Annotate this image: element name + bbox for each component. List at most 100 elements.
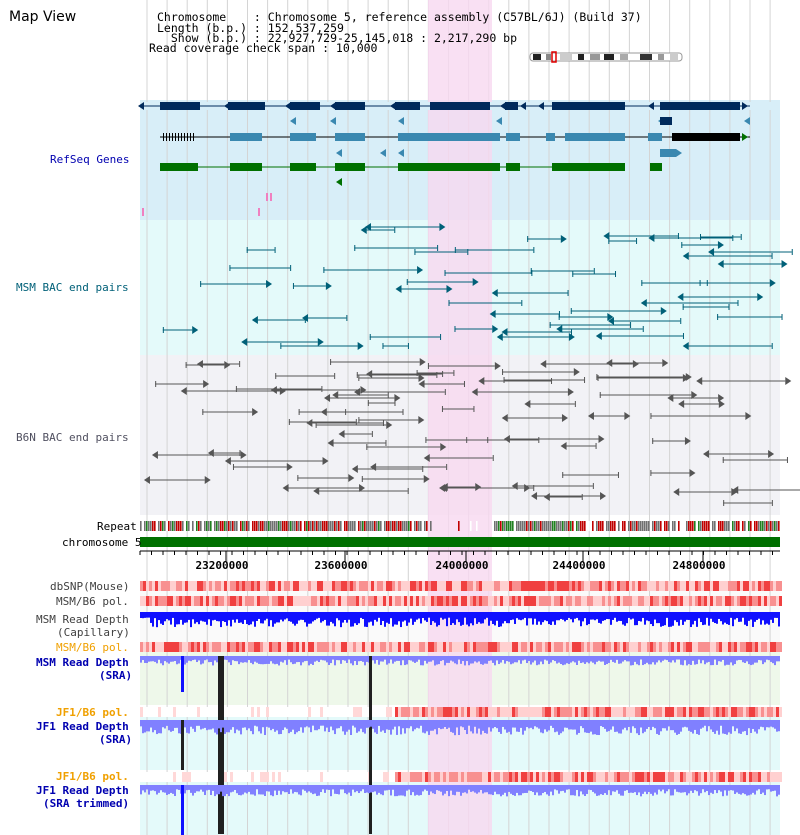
page-title: Map View xyxy=(9,9,77,25)
pol-cell xyxy=(146,642,149,652)
depth-bar xyxy=(704,720,706,726)
depth-bar xyxy=(698,656,700,660)
depth-bar xyxy=(380,785,382,795)
repeat-element xyxy=(692,521,694,531)
depth-bar xyxy=(710,720,712,730)
depth-bar xyxy=(302,720,304,733)
track-label-jf1-b6-pol-2[interactable]: JF1/B6 pol. xyxy=(56,770,129,783)
depth-bar xyxy=(580,785,582,792)
gene-arrow xyxy=(203,380,210,388)
repeat-element xyxy=(636,521,638,531)
track-label-jf1-depth-trimmed[interactable]: JF1 Read Depth xyxy=(36,784,129,797)
repeat-element xyxy=(750,521,752,531)
track-label-msm-depth-capillary[interactable]: MSM Read Depth xyxy=(36,613,129,626)
depth-bar xyxy=(274,720,276,732)
track-label-refseq[interactable]: RefSeq Genes xyxy=(50,153,130,166)
depth-bar xyxy=(230,612,232,627)
repeat-element xyxy=(572,521,574,531)
track-label-msm-bac[interactable]: MSM BAC end pairs xyxy=(16,281,129,294)
depth-bar xyxy=(358,612,360,624)
track-label-jf1-depth-sra[interactable]: JF1 Read Depth xyxy=(36,720,129,733)
depth-bar xyxy=(534,656,536,661)
depth-bar xyxy=(668,785,670,790)
depth-bar xyxy=(200,612,202,621)
pol-cell xyxy=(569,707,572,717)
depth-bar xyxy=(488,785,490,795)
depth-bar xyxy=(470,785,472,792)
depth-bar xyxy=(446,720,448,729)
depth-bar xyxy=(174,720,176,728)
pol-cell xyxy=(275,642,278,652)
depth-bar xyxy=(338,785,340,795)
pol-cell xyxy=(779,581,782,591)
depth-bar xyxy=(664,656,666,660)
pol-cell xyxy=(317,581,320,591)
track-label-repeat[interactable]: Repeat xyxy=(97,520,137,533)
repeat-element xyxy=(398,521,400,531)
depth-bar xyxy=(188,612,190,620)
repeat-element xyxy=(502,521,504,531)
msm-bac-pair-end xyxy=(567,290,569,296)
gene-arrow xyxy=(603,232,610,240)
repeat-element xyxy=(760,521,762,531)
pol-cell xyxy=(647,596,650,606)
depth-bar xyxy=(450,785,452,791)
msm-bac-pair-end xyxy=(740,234,742,240)
depth-bar xyxy=(312,656,314,665)
track-label-msm-b6-pol[interactable]: MSM/B6 pol. xyxy=(56,595,129,608)
pol-cell xyxy=(671,581,674,591)
depth-bar xyxy=(496,720,498,729)
repeat-element xyxy=(540,521,542,531)
pol-cell xyxy=(695,642,698,652)
gene-arrow xyxy=(394,394,401,402)
depth-bar xyxy=(238,656,240,665)
depth-bar xyxy=(626,612,628,624)
pol-cell xyxy=(287,596,290,606)
depth-bar xyxy=(716,720,718,731)
depth-bar xyxy=(322,785,324,790)
depth-bar xyxy=(470,612,472,624)
depth-bar xyxy=(526,656,528,664)
depth-bar xyxy=(560,720,562,734)
depth-bar xyxy=(418,656,420,660)
repeat-element xyxy=(208,521,210,531)
pol-cell xyxy=(578,581,581,591)
pol-cell xyxy=(464,581,467,591)
depth-bar xyxy=(334,720,336,735)
depth-bar xyxy=(152,612,154,627)
pol-cell xyxy=(485,707,488,717)
pol-cell xyxy=(776,772,779,782)
depth-bar xyxy=(546,720,548,732)
track-label-msm-depth-sra[interactable]: MSM Read Depth xyxy=(36,656,129,669)
depth-bar xyxy=(624,612,626,626)
depth-bar xyxy=(286,720,288,729)
depth-bar xyxy=(388,656,390,664)
depth-bar xyxy=(670,720,672,731)
gene-arrow xyxy=(667,394,674,402)
depth-bar xyxy=(702,720,704,728)
depth-bar xyxy=(742,785,744,794)
track-label-msm-b6-pol-2[interactable]: MSM/B6 pol. xyxy=(56,641,129,654)
repeat-element xyxy=(754,521,756,531)
depth-bar xyxy=(252,720,254,735)
msm-bac-pair-end xyxy=(570,308,572,314)
depth-bar xyxy=(528,720,530,729)
pol-cell xyxy=(737,642,740,652)
depth-bar xyxy=(360,612,362,618)
track-label-b6n-bac[interactable]: B6N BAC end pairs xyxy=(16,431,129,444)
depth-bar xyxy=(548,720,550,731)
track-label-jf1-b6-pol[interactable]: JF1/B6 pol. xyxy=(56,706,129,719)
pol-cell xyxy=(389,707,392,717)
pol-cell xyxy=(473,707,476,717)
pol-cell xyxy=(557,707,560,717)
depth-bar xyxy=(318,785,320,796)
depth-bar xyxy=(378,656,380,665)
depth-bar xyxy=(316,785,318,797)
gene-arrow xyxy=(717,260,724,268)
track-label-dbsnp[interactable]: dbSNP(Mouse) xyxy=(50,580,130,593)
pol-cell xyxy=(365,707,368,717)
pol-cell xyxy=(164,642,167,652)
depth-bar xyxy=(654,612,656,620)
depth-bar xyxy=(334,612,336,627)
